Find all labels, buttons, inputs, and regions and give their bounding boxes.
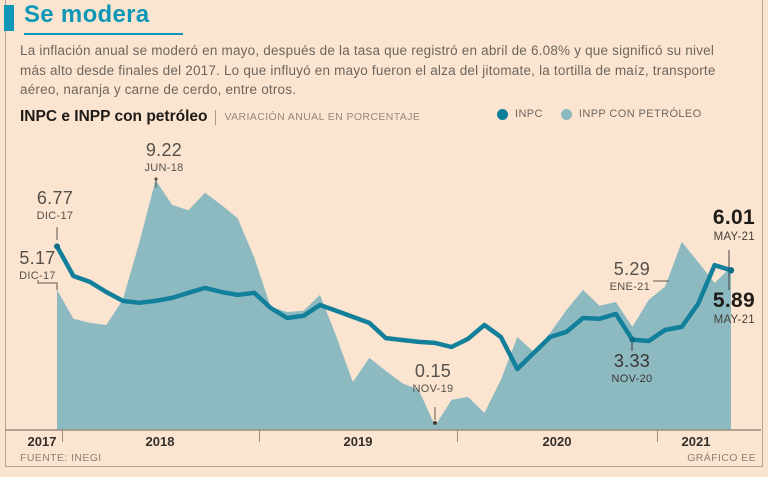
annotation-value: 5.89 (712, 289, 755, 312)
x-tick-label-2019: 2019 (343, 434, 373, 449)
annotation-value: 0.15 (414, 361, 452, 381)
annotation-inpc-may21: 5.89 MAY-21 (700, 289, 755, 326)
annotation-value: 6.77 (36, 188, 74, 208)
intro-paragraph: La inflación anual se moderó en mayo, de… (20, 43, 716, 98)
annotation-inpp-jun18: 9.22 JUN-18 (124, 140, 204, 174)
inpc-point-dic-17 (54, 243, 60, 250)
x-tick-label-2018: 2018 (145, 434, 175, 449)
annotation-date: DIC-17 (36, 210, 74, 222)
annotation-inpc-dic17: 6.77 DIC-17 (15, 188, 95, 222)
title-accent-bar-icon (4, 5, 14, 31)
x-tick-label-2020: 2020 (542, 434, 572, 449)
marker-0-15 (433, 421, 437, 425)
inpc-point-may-21 (727, 267, 735, 274)
legend-item-inpc: INPC (497, 108, 543, 120)
annotation-inpp-nov19: 0.15 NOV-19 (391, 361, 475, 395)
annotation-date: NOV-20 (611, 373, 653, 385)
annotation-date: MAY-21 (713, 231, 755, 243)
inpc-dot-icon (497, 108, 508, 120)
x-tick-label-2017: 2017 (27, 434, 57, 449)
source-note: FUENTE: INEGI (20, 452, 102, 464)
graphic-credit: GRÁFICO EE (687, 452, 756, 464)
annotation-date: ENE-21 (609, 281, 650, 293)
annotation-inpp-ene21: 5.29 ENE-21 (580, 259, 650, 293)
annotation-value: 3.33 (613, 351, 651, 371)
annotation-date: MAY-21 (713, 314, 755, 326)
title-underline (24, 33, 183, 35)
annotation-date: NOV-19 (412, 383, 454, 395)
legend-item-inpp: INPP CON PETRÓLEO (560, 108, 702, 120)
annotation-value: 5.17 (19, 248, 56, 268)
legend-label-inpc: INPC (515, 108, 543, 120)
marker-9-22 (154, 177, 158, 181)
chart-title-divider (215, 109, 217, 125)
annotation-value: 6.01 (712, 206, 755, 229)
x-tick-label-2021: 2021 (681, 434, 711, 449)
chart-legend: INPC INPP CON PETRÓLEO (497, 108, 702, 120)
inpp-area-series (57, 180, 731, 430)
chart-subtitle: VARIACIÓN ANUAL EN PORCENTAJE (224, 111, 421, 123)
annotation-inpc-nov20: 3.33 NOV-20 (597, 351, 667, 385)
page-title: Se modera (24, 1, 150, 28)
annotation-date: JUN-18 (144, 162, 184, 174)
chart-header: INPC e INPP con petróleo VARIACIÓN ANUAL… (20, 108, 420, 126)
card-frame (5, 0, 763, 467)
inpp-dot-icon (560, 108, 572, 120)
annotation-inpp-dic17: 5.17 DIC-17 (0, 248, 75, 282)
annotation-value: 5.29 (613, 259, 650, 279)
legend-label-inpp: INPP CON PETRÓLEO (578, 108, 702, 120)
annotation-date: DIC-17 (19, 270, 56, 282)
annotation-inpp-may21: 6.01 MAY-21 (700, 206, 755, 243)
inpc-point-nov-20 (629, 336, 636, 343)
inpc-line-series (54, 244, 734, 372)
annotation-value: 9.22 (145, 140, 183, 160)
chart-title: INPC e INPP con petróleo (20, 108, 208, 125)
connector-5-17 (37, 280, 58, 290)
